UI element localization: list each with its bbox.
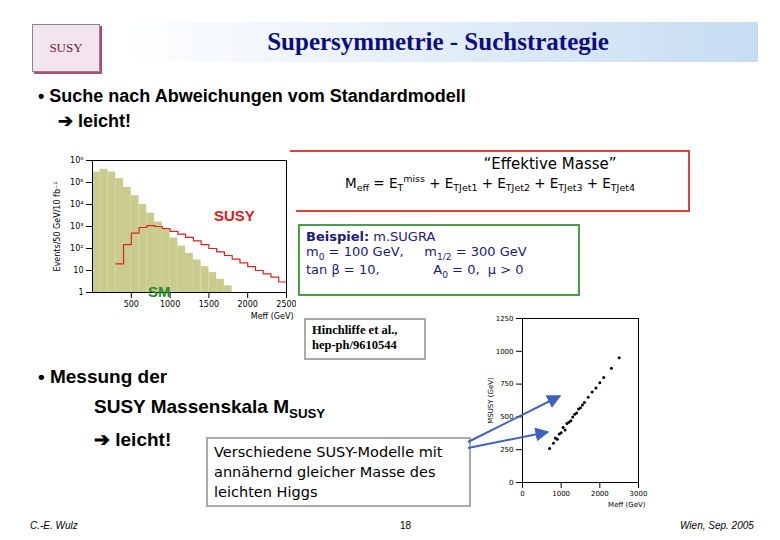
svg-text:Events/50 GeV/10 fb⁻¹: Events/50 GeV/10 fb⁻¹ (53, 182, 62, 272)
svg-text:10: 10 (73, 266, 83, 275)
html-text:tan β = 10, A0= 0, μ > 0: tan β = 10, A0= 0, μ > 0 (306, 261, 524, 280)
svg-text:750: 750 (500, 380, 513, 388)
html-text:• Suche nach Abweichungen vom: • Suche nach Abweichungen vom Standardmo… (38, 86, 466, 106)
html-text:Verschiedene SUSY-Modelle mit: Verschiedene SUSY-Modelle mit annähernd … (214, 444, 443, 500)
html-text:➔ leicht!: ➔ leicht! (58, 111, 131, 131)
svg-text:10²: 10² (70, 244, 83, 253)
svg-text:1500: 1500 (199, 300, 219, 309)
html-text:m0= 100 GeV, m1/2= 300 GeV: m0= 100 GeV, m1/2= 300 GeV (306, 244, 527, 262)
svg-text:2000: 2000 (238, 300, 258, 309)
svg-text:1000: 1000 (160, 300, 180, 309)
svg-text:2500: 2500 (276, 300, 296, 309)
svg-text:10³: 10³ (70, 222, 83, 231)
svg-text:250: 250 (500, 446, 513, 454)
svg-text:10⁶: 10⁶ (70, 156, 83, 165)
svg-text:1000: 1000 (552, 490, 570, 498)
html-text:• Messung der: • Messung der (38, 366, 168, 387)
html-text:“Effektive Masse”: “Effektive Masse” (483, 155, 617, 173)
html-text:Wien, Sep. 2005: Wien, Sep. 2005 (680, 520, 754, 531)
svg-text:500: 500 (124, 300, 139, 309)
html-text:SUSY: SUSY (214, 207, 255, 224)
svg-text:0: 0 (520, 490, 524, 498)
svg-text:2000: 2000 (591, 490, 609, 498)
html-text:C.-E. Wulz: C.-E. Wulz (30, 520, 78, 531)
html-text:SUSY: SUSY (49, 40, 83, 55)
svg-text:1250: 1250 (496, 315, 514, 323)
svg-text:1: 1 (78, 288, 83, 297)
html-text:➔ leicht!: ➔ leicht! (94, 429, 172, 450)
html-text:miss+ ETJet1+ ETJet2+ ETJet3+: miss+ ETJet1+ ETJet2+ ETJet3+ ETJet4 (403, 173, 635, 194)
html-text:hep-ph/9610544: hep-ph/9610544 (312, 338, 397, 352)
svg-text:0: 0 (509, 479, 513, 487)
svg-text:MSUSY (GeV): MSUSY (GeV) (487, 377, 495, 424)
svg-text:Meff (GeV): Meff (GeV) (251, 312, 294, 321)
html-text:Supersymmetrie - Suchstrategie: Supersymmetrie - Suchstrategie (267, 28, 609, 55)
svg-text:10⁴: 10⁴ (70, 200, 83, 209)
svg-text:10⁵: 10⁵ (70, 178, 83, 187)
html-text:18: 18 (400, 520, 412, 531)
svg-text:1000: 1000 (496, 348, 514, 356)
html-text:SUSY Massenskala MSUSY: SUSY Massenskala MSUSY (94, 396, 326, 421)
svg-text:3000: 3000 (630, 490, 648, 498)
html-text:Meff= ET: Meff= ET (345, 174, 404, 194)
svg-text:500: 500 (500, 413, 513, 421)
html-text:Hinchliffe et al.,: Hinchliffe et al., (312, 323, 398, 337)
html-text:SM: SM (148, 283, 171, 300)
svg-text:Meff (GeV): Meff (GeV) (608, 501, 646, 509)
html-text:Beispiel: m.SUGRA: Beispiel: m.SUGRA (306, 229, 436, 244)
